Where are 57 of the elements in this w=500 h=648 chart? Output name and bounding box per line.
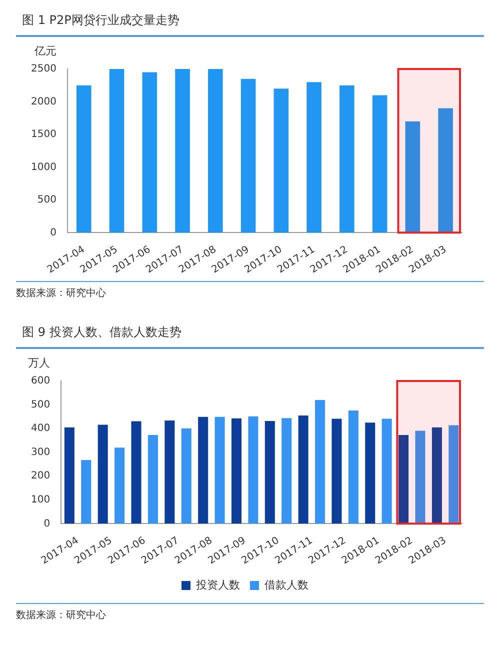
bar <box>332 418 342 524</box>
y-axis-title: 万人 <box>28 356 50 370</box>
bar <box>240 78 256 233</box>
y-tick-label: 0 <box>50 227 56 238</box>
bar <box>382 418 392 524</box>
bar <box>365 422 376 524</box>
bar <box>81 460 92 524</box>
bar <box>181 428 192 524</box>
y-tick-label: 2000 <box>30 96 56 108</box>
y-tick-label: 200 <box>30 470 50 482</box>
bar <box>274 88 289 233</box>
bar <box>148 434 158 524</box>
y-tick-label: 300 <box>30 446 50 458</box>
bar <box>264 420 275 524</box>
bar <box>142 72 158 233</box>
chart-title: 图 1 P2P网贷行业成交量走势 <box>21 12 180 29</box>
bar <box>114 448 125 524</box>
bar <box>448 425 459 524</box>
bar <box>415 430 426 524</box>
legend-label: 投资人数 <box>195 578 240 592</box>
source-note: 数据来源：研究中心 <box>15 286 107 301</box>
bar <box>164 420 175 524</box>
bar <box>198 416 208 524</box>
bar <box>298 415 308 524</box>
bar <box>98 424 108 524</box>
bar <box>131 421 142 524</box>
y-tick-label: 1500 <box>30 129 56 140</box>
bar <box>372 95 388 233</box>
bar <box>315 400 326 524</box>
y-tick-label: 100 <box>30 494 50 506</box>
bar <box>306 82 322 233</box>
bar <box>231 418 242 524</box>
bar <box>398 434 409 524</box>
bar <box>438 108 453 233</box>
bar <box>340 85 354 233</box>
y-tick-label: 2500 <box>30 64 56 75</box>
y-tick-label: 400 <box>30 423 50 434</box>
y-axis-title: 亿元 <box>33 44 56 58</box>
bar <box>214 416 225 524</box>
bar <box>432 427 442 524</box>
bar <box>109 69 124 233</box>
y-tick-label: 1000 <box>30 162 56 173</box>
y-tick-label: 600 <box>30 376 50 387</box>
source-note: 数据来源：研究中心 <box>15 608 107 623</box>
bar <box>64 427 74 524</box>
bar <box>405 121 420 233</box>
bar <box>208 69 223 233</box>
bar <box>348 410 358 524</box>
bar <box>248 416 258 524</box>
chart-title: 图 9 投资人数、借款人数走势 <box>21 324 182 341</box>
y-tick-label: 0 <box>44 518 50 530</box>
y-tick-label: 500 <box>37 194 56 206</box>
bar <box>175 69 190 233</box>
legend-label: 借款人数 <box>264 578 308 592</box>
bar <box>282 418 292 524</box>
bar <box>76 85 92 233</box>
y-tick-label: 500 <box>30 399 50 410</box>
